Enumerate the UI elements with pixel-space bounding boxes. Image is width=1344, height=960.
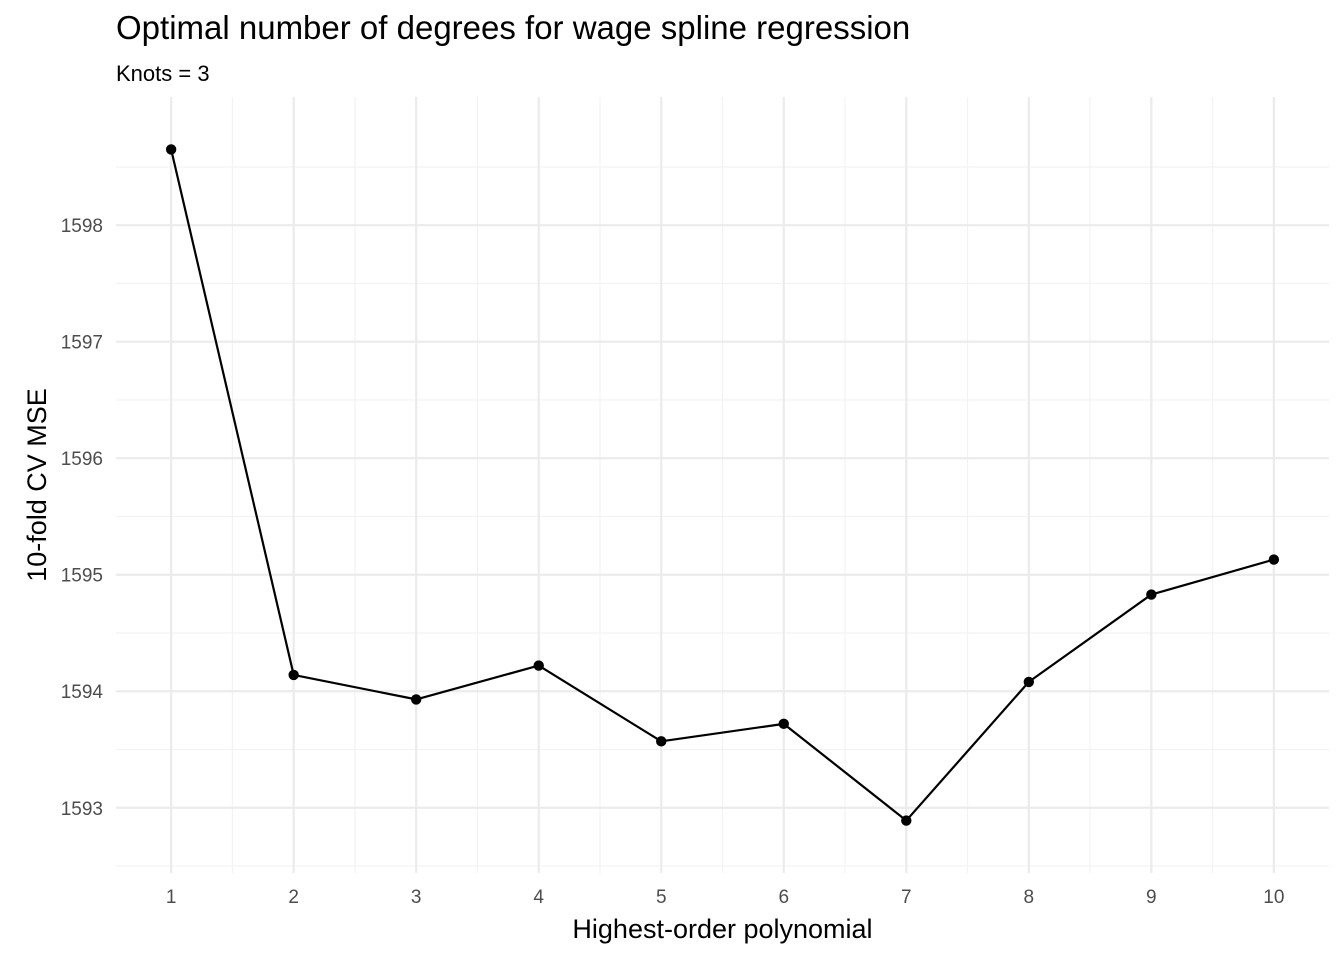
x-tick-label: 8 (1024, 887, 1035, 908)
x-tick-label: 1 (166, 887, 177, 908)
series-line (170, 148, 1275, 822)
chart-subtitle: Knots = 3 (116, 61, 210, 86)
x-tick-label: 4 (533, 887, 544, 908)
y-axis-label: 10-fold CV MSE (22, 388, 52, 582)
x-tick-label: 6 (778, 887, 789, 908)
x-tick-label: 10 (1263, 887, 1284, 908)
y-tick-label: 1594 (61, 682, 104, 703)
data-point (1268, 554, 1280, 565)
x-tick-label: 3 (411, 887, 422, 908)
x-tick-label: 7 (901, 887, 912, 908)
chart-title: Optimal number of degrees for wage splin… (116, 9, 911, 46)
x-tick-label: 2 (288, 887, 299, 908)
x-axis-label: Highest-order polynomial (572, 914, 873, 944)
data-point (410, 694, 422, 705)
data-point (165, 144, 177, 155)
y-tick-label: 1596 (61, 449, 103, 470)
x-tick-label: 5 (656, 887, 667, 908)
data-point (778, 718, 789, 730)
y-tick-label: 1597 (61, 333, 103, 354)
data-point (656, 736, 667, 747)
y-tick-label: 1598 (61, 216, 103, 237)
data-point (533, 660, 544, 671)
data-point (901, 815, 912, 826)
x-tick-label: 9 (1146, 887, 1157, 908)
data-point (288, 669, 299, 681)
data-point (1146, 589, 1157, 600)
data-point (1023, 676, 1035, 688)
y-tick-label: 1595 (61, 566, 103, 587)
y-tick-label: 1593 (61, 799, 103, 820)
